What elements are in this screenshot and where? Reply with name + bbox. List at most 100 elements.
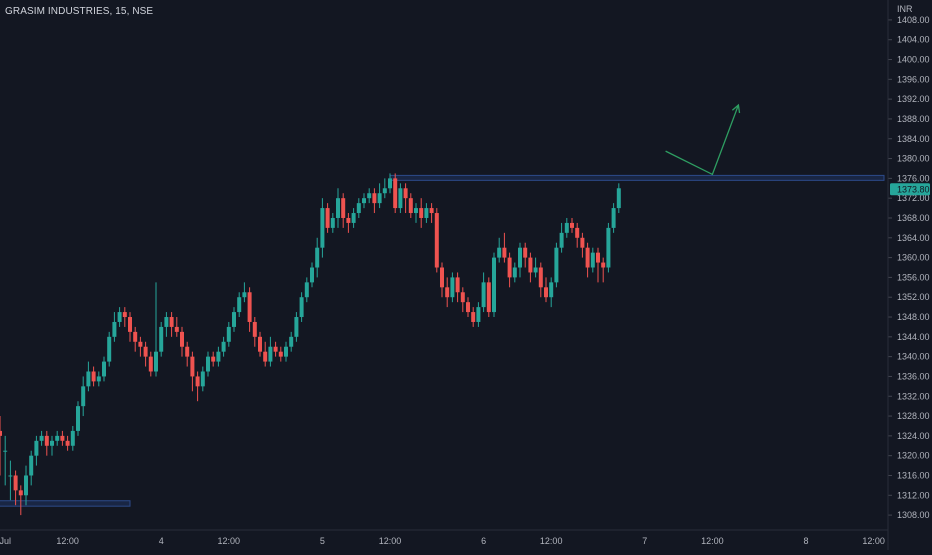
candle-body bbox=[310, 267, 314, 283]
candle-body bbox=[237, 297, 242, 313]
candle bbox=[481, 272, 486, 313]
candle-body bbox=[221, 341, 226, 352]
candle-body bbox=[76, 406, 80, 431]
candle-body bbox=[367, 193, 372, 199]
x-tick-label: 6 bbox=[481, 536, 486, 546]
candle bbox=[580, 232, 585, 258]
time-axis[interactable]: Jul 12:00 4 12:00 5 12:00 6 12:00 7 12:00 8 12:00 bbox=[0, 529, 888, 546]
candle-body bbox=[450, 277, 455, 298]
candle bbox=[408, 193, 413, 218]
candle bbox=[91, 366, 96, 387]
candle-body bbox=[460, 292, 465, 303]
candle-body bbox=[8, 475, 13, 477]
candle bbox=[122, 307, 127, 327]
candle bbox=[195, 371, 200, 402]
candle bbox=[336, 188, 340, 228]
candle-body bbox=[585, 247, 590, 268]
candle-body bbox=[232, 312, 236, 327]
resistance-zone[interactable] bbox=[389, 174, 885, 181]
candle-body bbox=[81, 386, 86, 407]
candle-body bbox=[128, 317, 132, 332]
candle bbox=[39, 430, 44, 446]
candle-body bbox=[65, 440, 70, 446]
candles-layer bbox=[0, 173, 621, 516]
candle-body bbox=[382, 188, 387, 194]
candle-body bbox=[486, 282, 491, 313]
candle bbox=[216, 346, 221, 367]
candle bbox=[585, 242, 590, 278]
candle-body bbox=[455, 277, 460, 293]
candle-body bbox=[0, 430, 2, 436]
candle-body bbox=[481, 282, 486, 308]
candle bbox=[362, 193, 366, 209]
candle-body bbox=[590, 252, 595, 268]
candle bbox=[424, 203, 429, 223]
candle-body bbox=[13, 475, 18, 491]
candle bbox=[148, 351, 153, 377]
candle bbox=[518, 242, 522, 278]
candle-body bbox=[122, 312, 127, 318]
candle-body bbox=[247, 292, 252, 322]
candle-body bbox=[564, 222, 569, 233]
support-zone[interactable] bbox=[0, 500, 131, 507]
breakout-arrow-line[interactable] bbox=[665, 104, 740, 176]
candle bbox=[164, 312, 169, 337]
candle-body bbox=[362, 198, 366, 204]
price-axis[interactable]: 1308.00 1312.00 1316.00 1320.00 1324.00 1328.… bbox=[887, 0, 930, 550]
candle bbox=[403, 183, 408, 214]
candle-body bbox=[377, 193, 382, 204]
candle-body bbox=[388, 178, 392, 189]
candle bbox=[445, 277, 450, 308]
candle-body bbox=[200, 371, 205, 387]
candle-body bbox=[148, 356, 153, 372]
candle bbox=[221, 336, 226, 357]
candle-body bbox=[512, 267, 517, 278]
y-tick-label: 1312.00 bbox=[897, 490, 930, 500]
candle bbox=[60, 430, 65, 446]
candle-body bbox=[190, 356, 195, 377]
x-tick-label: 12:00 bbox=[862, 536, 885, 546]
x-tick-label: 12:00 bbox=[56, 536, 79, 546]
y-tick-label: 1320.00 bbox=[897, 451, 930, 461]
candle bbox=[341, 193, 346, 228]
candle bbox=[0, 416, 2, 476]
y-tick-label: 1372.00 bbox=[897, 193, 930, 203]
y-tick-label: 1380.00 bbox=[897, 154, 930, 164]
candle bbox=[50, 435, 54, 456]
candle-body bbox=[299, 297, 304, 318]
candle bbox=[34, 435, 39, 466]
candle-body bbox=[44, 435, 49, 446]
candle bbox=[55, 430, 60, 446]
candle-body bbox=[294, 317, 299, 337]
candle bbox=[226, 321, 231, 347]
candle-body bbox=[570, 222, 574, 228]
candle bbox=[507, 252, 512, 288]
candle bbox=[554, 242, 559, 288]
candle bbox=[346, 213, 351, 233]
candle bbox=[544, 277, 548, 303]
x-tick-label: Jul bbox=[0, 536, 11, 546]
candle-body bbox=[86, 371, 91, 387]
candle bbox=[393, 173, 398, 214]
candle-body bbox=[466, 302, 470, 313]
candle bbox=[133, 326, 138, 352]
candle bbox=[440, 262, 444, 298]
candle-body bbox=[3, 450, 8, 452]
candle bbox=[102, 356, 106, 382]
current-price-label: 1373.80 bbox=[897, 184, 930, 194]
candle-body bbox=[414, 208, 418, 214]
candle bbox=[237, 292, 242, 318]
candle bbox=[611, 203, 616, 233]
candle-body bbox=[263, 351, 268, 362]
candle-body bbox=[492, 257, 496, 313]
candle bbox=[24, 465, 28, 506]
candle bbox=[159, 321, 164, 357]
candle-body bbox=[284, 346, 288, 357]
x-tick-label: 12:00 bbox=[379, 536, 402, 546]
y-tick-label: 1324.00 bbox=[897, 431, 930, 441]
x-tick-label: 4 bbox=[159, 536, 164, 546]
candle-body bbox=[408, 198, 413, 214]
candle bbox=[528, 252, 533, 283]
